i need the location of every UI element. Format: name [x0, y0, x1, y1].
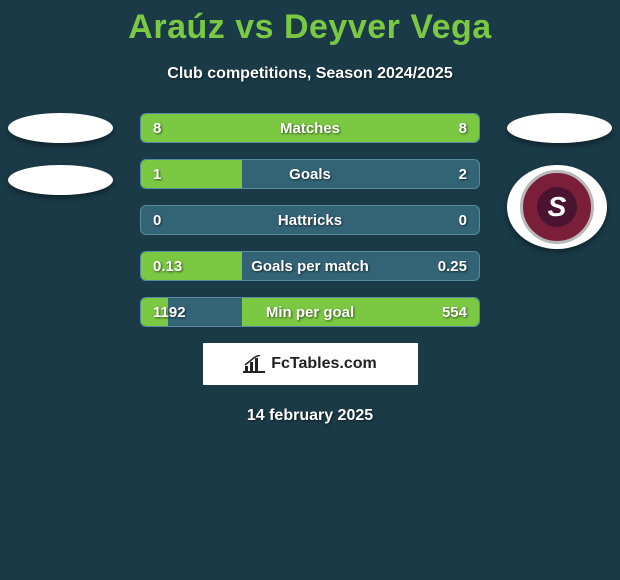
club-logo: S	[507, 165, 607, 249]
player-badge-ellipse	[8, 165, 113, 195]
bar-chart-icon	[243, 355, 265, 373]
stats-area: S 8 Matches 8 1 Goals 2 0 Hattricks 0	[0, 113, 620, 425]
player-badge-ellipse	[507, 113, 612, 143]
stat-bars: 8 Matches 8 1 Goals 2 0 Hattricks 0 0.13…	[140, 113, 480, 327]
player-badge-ellipse	[8, 113, 113, 143]
stat-label: Goals per match	[141, 252, 479, 281]
stat-row-goals-per-match: 0.13 Goals per match 0.25	[140, 251, 480, 281]
attribution-badge: FcTables.com	[203, 343, 418, 385]
left-player-badges	[8, 113, 113, 217]
page-title: Araúz vs Deyver Vega	[0, 0, 620, 47]
stat-value-right: 0.25	[438, 252, 467, 281]
stat-label: Min per goal	[141, 298, 479, 327]
stat-label: Hattricks	[141, 206, 479, 235]
stat-value-right: 0	[459, 206, 467, 235]
stat-label: Matches	[141, 114, 479, 143]
stat-label: Goals	[141, 160, 479, 189]
club-logo-ring: S	[520, 170, 594, 244]
stat-row-min-per-goal: 1192 Min per goal 554	[140, 297, 480, 327]
stat-row-hattricks: 0 Hattricks 0	[140, 205, 480, 235]
stat-value-right: 2	[459, 160, 467, 189]
stat-row-matches: 8 Matches 8	[140, 113, 480, 143]
stat-value-right: 8	[459, 114, 467, 143]
page-subtitle: Club competitions, Season 2024/2025	[0, 65, 620, 83]
stat-value-right: 554	[442, 298, 467, 327]
club-logo-letter: S	[537, 187, 577, 227]
attribution-text: FcTables.com	[271, 355, 377, 373]
stat-row-goals: 1 Goals 2	[140, 159, 480, 189]
footer-date: 14 february 2025	[0, 407, 620, 425]
right-player-badges: S	[507, 113, 612, 249]
